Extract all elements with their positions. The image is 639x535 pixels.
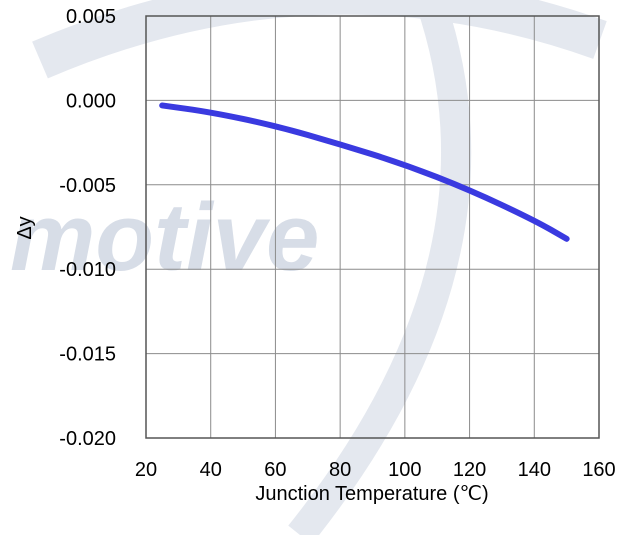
y-tick-label: -0.010 (59, 259, 116, 281)
watermark-swoosh (40, 0, 600, 60)
y-tick-label: 0.000 (66, 90, 116, 112)
watermark-text: motive (10, 184, 319, 291)
x-tick-label: 40 (200, 459, 222, 481)
x-tick-label: 80 (329, 459, 351, 481)
y-axis-label: Δy (14, 216, 36, 239)
y-tick-label: 0.005 (66, 6, 116, 28)
x-tick-label: 100 (388, 459, 421, 481)
watermark-arc (300, 0, 456, 535)
y-tick-label: -0.015 (59, 344, 116, 366)
x-tick-label: 120 (453, 459, 486, 481)
y-tick-label: -0.020 (59, 428, 116, 450)
y-tick-label: -0.005 (59, 175, 116, 197)
x-tick-label: 60 (264, 459, 286, 481)
x-tick-label: 20 (135, 459, 157, 481)
x-tick-labels: 20 40 60 80 100 120 140 160 (135, 459, 616, 481)
x-tick-label: 160 (582, 459, 615, 481)
x-tick-label: 140 (518, 459, 551, 481)
x-axis-label: Junction Temperature (℃) (255, 483, 488, 505)
